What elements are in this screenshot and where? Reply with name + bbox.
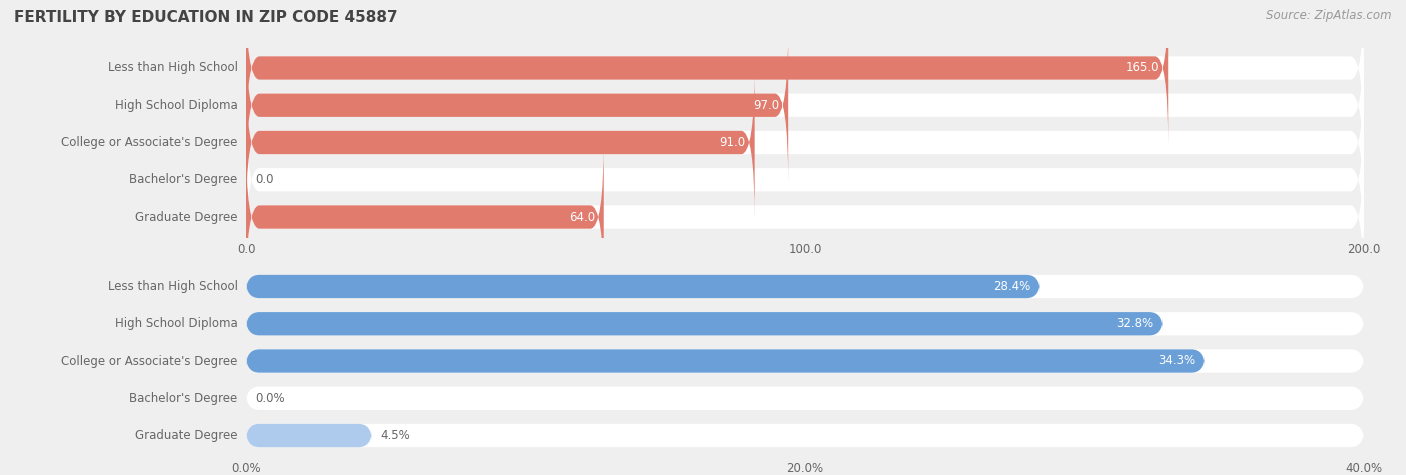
FancyBboxPatch shape — [246, 275, 1364, 298]
FancyBboxPatch shape — [246, 139, 603, 295]
Text: Graduate Degree: Graduate Degree — [135, 210, 238, 224]
Text: Graduate Degree: Graduate Degree — [135, 429, 238, 442]
Text: Less than High School: Less than High School — [108, 61, 238, 75]
FancyBboxPatch shape — [246, 102, 1364, 257]
FancyBboxPatch shape — [246, 65, 755, 220]
Text: Bachelor's Degree: Bachelor's Degree — [129, 392, 238, 405]
FancyBboxPatch shape — [246, 387, 1364, 410]
Text: High School Diploma: High School Diploma — [115, 317, 238, 330]
FancyBboxPatch shape — [246, 312, 1163, 335]
Text: 91.0: 91.0 — [720, 136, 745, 149]
Text: Less than High School: Less than High School — [108, 280, 238, 293]
Text: 64.0: 64.0 — [568, 210, 595, 224]
Text: College or Associate's Degree: College or Associate's Degree — [62, 136, 238, 149]
FancyBboxPatch shape — [246, 349, 1364, 373]
Text: Bachelor's Degree: Bachelor's Degree — [129, 173, 238, 186]
Text: 0.0%: 0.0% — [254, 392, 284, 405]
Text: 4.5%: 4.5% — [381, 429, 411, 442]
Text: 34.3%: 34.3% — [1159, 354, 1195, 368]
FancyBboxPatch shape — [246, 312, 1364, 335]
FancyBboxPatch shape — [246, 0, 1168, 146]
FancyBboxPatch shape — [246, 275, 1040, 298]
FancyBboxPatch shape — [246, 28, 789, 183]
Text: 165.0: 165.0 — [1126, 61, 1160, 75]
FancyBboxPatch shape — [246, 0, 1364, 146]
FancyBboxPatch shape — [246, 139, 1364, 295]
Text: 28.4%: 28.4% — [994, 280, 1031, 293]
Text: 97.0: 97.0 — [754, 99, 779, 112]
Text: 32.8%: 32.8% — [1116, 317, 1154, 330]
Text: High School Diploma: High School Diploma — [115, 99, 238, 112]
FancyBboxPatch shape — [246, 65, 1364, 220]
Text: College or Associate's Degree: College or Associate's Degree — [62, 354, 238, 368]
FancyBboxPatch shape — [246, 28, 1364, 183]
FancyBboxPatch shape — [246, 424, 371, 447]
Text: Source: ZipAtlas.com: Source: ZipAtlas.com — [1267, 10, 1392, 22]
FancyBboxPatch shape — [246, 349, 1205, 373]
Text: 0.0: 0.0 — [254, 173, 274, 186]
FancyBboxPatch shape — [246, 424, 1364, 447]
Text: FERTILITY BY EDUCATION IN ZIP CODE 45887: FERTILITY BY EDUCATION IN ZIP CODE 45887 — [14, 10, 398, 25]
